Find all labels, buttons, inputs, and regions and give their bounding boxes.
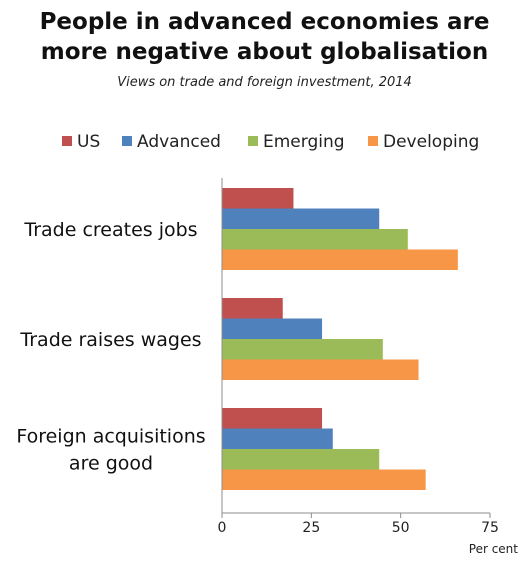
x-tick-label-0: 0 xyxy=(218,520,227,536)
bar-trade-raises-wages-developing xyxy=(222,359,419,380)
chart-title-line2: more negative about globalisation xyxy=(40,39,489,65)
legend-swatch-advanced xyxy=(122,136,132,146)
bar-trade-raises-wages-advanced xyxy=(222,318,323,339)
legend-label-us: US xyxy=(77,132,100,152)
x-tick-label-75: 75 xyxy=(481,520,499,536)
legend-swatch-developing xyxy=(368,136,378,146)
bars xyxy=(222,188,458,490)
category-labels: Trade creates jobs Trade raises wages Fore… xyxy=(16,219,205,475)
bar-foreign-acquisitions-are-good-advanced xyxy=(222,428,333,449)
bar-trade-creates-jobs-emerging xyxy=(222,229,408,250)
bar-foreign-acquisitions-are-good-us xyxy=(222,408,323,429)
bar-trade-raises-wages-emerging xyxy=(222,339,383,360)
legend-swatch-us xyxy=(62,136,72,146)
bar-trade-creates-jobs-us xyxy=(222,188,294,209)
category-label-trade-raises-wages: Trade raises wages xyxy=(19,329,201,351)
x-axis-label: Per cent xyxy=(469,542,519,556)
x-tick-label-50: 50 xyxy=(392,520,410,536)
legend-label-developing: Developing xyxy=(383,132,479,152)
x-tick-label-25: 25 xyxy=(302,520,320,536)
chart-legend: US Advanced Emerging Developing xyxy=(62,132,479,152)
bar-foreign-acquisitions-are-good-developing xyxy=(222,469,426,490)
axes: 0 25 50 75 Per cent xyxy=(218,178,519,556)
category-label-are-good: are good xyxy=(69,453,153,475)
bar-trade-creates-jobs-advanced xyxy=(222,208,380,229)
chart-subtitle: Views on trade and foreign investment, 2… xyxy=(117,75,412,90)
bar-foreign-acquisitions-are-good-emerging xyxy=(222,449,380,470)
chart-title-line1: People in advanced economies are xyxy=(39,9,490,35)
bar-trade-creates-jobs-developing xyxy=(222,249,458,270)
category-label-trade-creates-jobs: Trade creates jobs xyxy=(23,219,197,241)
bar-trade-raises-wages-us xyxy=(222,298,283,319)
legend-label-advanced: Advanced xyxy=(137,132,221,152)
legend-swatch-emerging xyxy=(248,136,258,146)
category-label-foreign-acquisitions: Foreign acquisitions xyxy=(16,426,205,448)
legend-label-emerging: Emerging xyxy=(263,132,345,152)
